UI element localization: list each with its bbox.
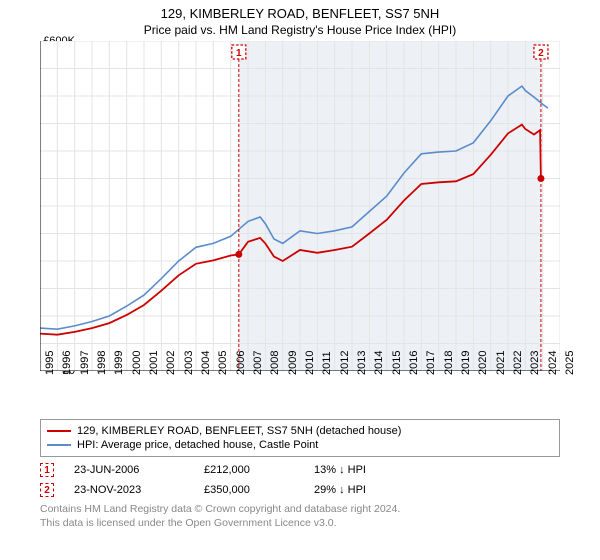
footer-text: Contains HM Land Registry data © Crown c…	[40, 503, 600, 530]
sale-date: 23-JUN-2006	[74, 464, 184, 476]
sale-price: £212,000	[204, 464, 294, 476]
footer-line-1: Contains HM Land Registry data © Crown c…	[40, 503, 600, 517]
legend-label: HPI: Average price, detached house, Cast…	[77, 439, 318, 451]
sale-delta: 13% ↓ HPI	[314, 464, 366, 476]
chart-subtitle: Price paid vs. HM Land Registry's House …	[0, 21, 600, 41]
legend-item: HPI: Average price, detached house, Cast…	[47, 438, 553, 452]
sale-row: 1 23-JUN-2006 £212,000 13% ↓ HPI	[40, 463, 600, 477]
sale-row: 2 23-NOV-2023 £350,000 29% ↓ HPI	[40, 483, 600, 497]
chart-title: 129, KIMBERLEY ROAD, BENFLEET, SS7 5NH	[0, 0, 600, 21]
legend-label: 129, KIMBERLEY ROAD, BENFLEET, SS7 5NH (…	[77, 425, 401, 437]
footer-line-2: This data is licensed under the Open Gov…	[40, 517, 600, 531]
svg-text:1: 1	[236, 48, 242, 59]
sale-price: £350,000	[204, 484, 294, 496]
chart-area: £0£50K£100K£150K£200K£250K£300K£350K£400…	[40, 41, 600, 411]
legend-swatch	[47, 430, 71, 432]
svg-text:2: 2	[538, 48, 544, 59]
legend-item: 129, KIMBERLEY ROAD, BENFLEET, SS7 5NH (…	[47, 424, 553, 438]
legend-swatch	[47, 444, 71, 446]
sale-marker-icon: 1	[40, 463, 54, 477]
sale-delta: 29% ↓ HPI	[314, 484, 366, 496]
legend-box: 129, KIMBERLEY ROAD, BENFLEET, SS7 5NH (…	[40, 419, 560, 457]
sale-marker-icon: 2	[40, 483, 54, 497]
sale-date: 23-NOV-2023	[74, 484, 184, 496]
x-axis-label: 2025	[564, 351, 600, 375]
line-chart: 12	[40, 41, 560, 371]
